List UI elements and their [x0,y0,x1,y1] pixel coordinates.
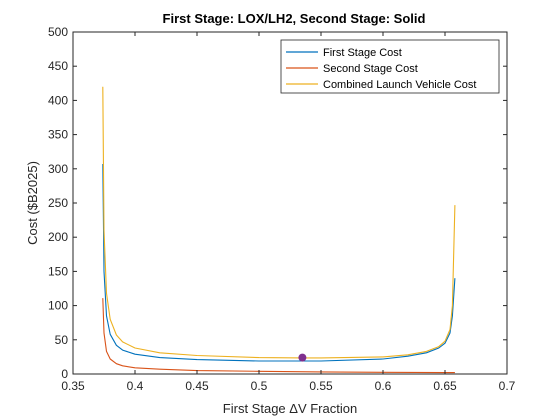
y-tick-label: 500 [48,25,68,39]
series-line-3 [102,86,456,359]
x-tick-label: 0.4 [127,379,144,393]
legend-label-3: Combined Launch Vehicle Cost [323,79,476,91]
y-tick-label: 0 [61,367,68,381]
y-tick-label: 300 [48,162,68,176]
series-line-1 [102,163,456,362]
legend: First Stage Cost Second Stage Cost Combine… [280,39,500,94]
y-tick-label: 150 [48,264,68,278]
chart-title: First Stage: LOX/LH2, Second Stage: Soli… [163,11,426,26]
y-ticks: 0 50 100 150 200 250 300 350 400 450 500 [48,25,507,381]
legend-label-1: First Stage Cost [323,47,402,59]
legend-label-2: Second Stage Cost [323,63,418,75]
y-tick-label: 350 [48,128,68,142]
x-tick-label: 0.5 [251,379,268,393]
x-tick-label: 0.55 [309,379,333,393]
x-tick-label: 0.35 [61,379,85,393]
y-tick-label: 200 [48,230,68,244]
y-tick-label: 450 [48,59,68,73]
series-layer [102,86,456,374]
x-axis-label: First Stage ΔV Fraction [223,401,357,416]
y-tick-label: 50 [55,333,69,347]
min-cost-marker [298,353,307,362]
y-tick-label: 250 [48,196,68,210]
x-tick-label: 0.7 [499,379,516,393]
x-tick-label: 0.45 [185,379,209,393]
x-tick-label: 0.65 [433,379,457,393]
y-tick-label: 100 [48,299,68,313]
y-axis-label: Cost ($B2025) [25,161,40,245]
marker-layer [298,353,307,362]
y-tick-label: 400 [48,93,68,107]
x-ticks: 0.35 0.4 0.45 0.5 0.55 0.6 0.65 0.7 [61,32,516,393]
series-line-2 [102,298,455,374]
x-tick-label: 0.6 [375,379,392,393]
